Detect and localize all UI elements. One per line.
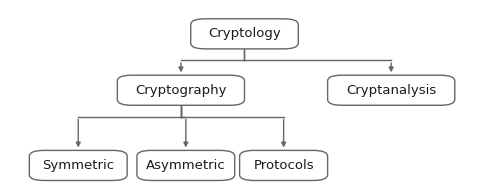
FancyBboxPatch shape — [190, 19, 298, 49]
Text: Asymmetric: Asymmetric — [145, 159, 225, 172]
Text: Cryptography: Cryptography — [135, 84, 226, 97]
Text: Symmetric: Symmetric — [42, 159, 114, 172]
FancyBboxPatch shape — [117, 75, 244, 105]
FancyBboxPatch shape — [239, 150, 327, 180]
Text: Cryptology: Cryptology — [208, 27, 280, 40]
FancyBboxPatch shape — [29, 150, 127, 180]
Text: Cryptanalysis: Cryptanalysis — [346, 84, 435, 97]
FancyBboxPatch shape — [327, 75, 454, 105]
Text: Protocols: Protocols — [253, 159, 313, 172]
FancyBboxPatch shape — [137, 150, 234, 180]
